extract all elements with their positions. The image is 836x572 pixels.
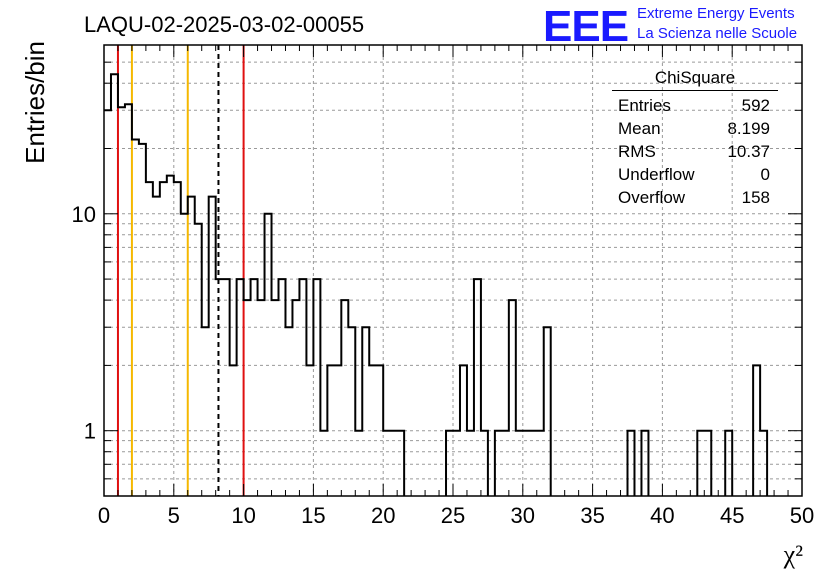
x-tick-label: 50 (790, 503, 814, 528)
eee-logo: EEE (543, 2, 629, 51)
x-tick-label: 45 (720, 503, 744, 528)
stats-label: Mean (618, 119, 661, 138)
stats-header: ChiSquare (612, 68, 778, 91)
stats-row-rms: RMS 10.37 (612, 140, 778, 163)
x-tick-label: 10 (231, 503, 255, 528)
x-tick-label: 40 (650, 503, 674, 528)
x-tick-label: 0 (98, 503, 110, 528)
stats-row-entries: Entries 592 (612, 94, 778, 117)
stats-value: 8.199 (727, 119, 770, 138)
stats-row-overflow: Overflow 158 (612, 186, 778, 209)
stats-value: 0 (760, 165, 770, 184)
stats-label: RMS (618, 142, 656, 161)
stats-label: Underflow (618, 165, 695, 184)
y-tick-label: 10 (72, 202, 96, 227)
stats-value: 158 (741, 188, 770, 207)
stats-box: ChiSquare Entries 592 Mean 8.199 RMS 10.37 … (612, 68, 778, 209)
stats-row-underflow: Underflow 0 (612, 163, 778, 186)
stats-value: 592 (741, 96, 770, 115)
x-tick-label: 30 (511, 503, 535, 528)
stats-label: Entries (618, 96, 671, 115)
stats-label: Overflow (618, 188, 686, 207)
y-tick-label: 1 (84, 419, 96, 444)
x-axis-label: χ² (783, 540, 804, 569)
stats-value: 10.37 (727, 142, 770, 161)
histogram-line (104, 73, 769, 496)
chart-title: LAQU-02-2025-03-02-00055 (84, 12, 365, 37)
x-tick-label: 20 (371, 503, 395, 528)
logo-line-1: Extreme Energy Events (637, 5, 795, 22)
x-tick-label: 15 (301, 503, 325, 528)
stats-row-mean: Mean 8.199 (612, 117, 778, 140)
x-tick-label: 5 (168, 503, 180, 528)
y-axis-label: Entries/bin (20, 41, 50, 164)
x-tick-label: 25 (441, 503, 465, 528)
x-tick-label: 35 (580, 503, 604, 528)
logo-line-2: La Scienza nelle Scuole (637, 25, 798, 42)
